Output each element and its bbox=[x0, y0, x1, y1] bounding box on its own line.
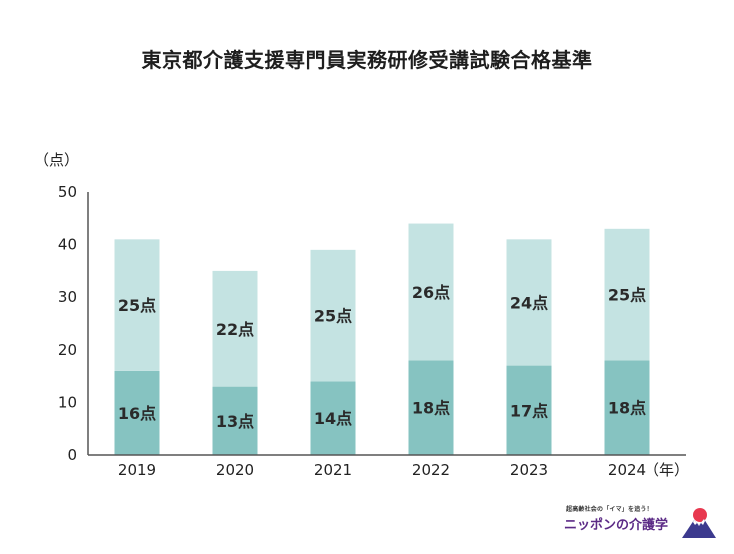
data-label-upper-2021: 25点 bbox=[314, 307, 352, 326]
bar-upper-2019 bbox=[114, 239, 160, 371]
bar-lower-2024 bbox=[604, 360, 650, 455]
bar-upper-2024 bbox=[604, 228, 650, 361]
bar-upper-2020 bbox=[212, 270, 258, 387]
y-tick-label-0: 0 bbox=[67, 446, 77, 464]
bar-upper-2022 bbox=[408, 223, 454, 361]
data-label-lower-2019: 16点 bbox=[118, 404, 156, 423]
x-tick-label-2023: 2023 bbox=[510, 461, 548, 479]
bar-lower-2021 bbox=[310, 381, 356, 455]
x-tick-label-2019: 2019 bbox=[118, 461, 156, 479]
data-label-lower-2021: 14点 bbox=[314, 409, 352, 428]
data-label-upper-2019: 25点 bbox=[118, 296, 156, 315]
chart-title: 東京都介護支援専門員実務研修受講試験合格基準 bbox=[141, 48, 593, 72]
data-label-upper-2022: 26点 bbox=[412, 283, 450, 302]
x-tick-label-2022: 2022 bbox=[412, 461, 450, 479]
bar-upper-2023 bbox=[506, 239, 552, 366]
y-tick-label-20: 20 bbox=[58, 341, 77, 359]
brand-tagline: 超高齢社会の「イマ」を追う！ bbox=[566, 506, 653, 513]
y-axis-unit-label: （点） bbox=[34, 151, 79, 169]
data-label-upper-2020: 22点 bbox=[216, 320, 254, 339]
x-axis-unit-label: （年） bbox=[644, 461, 689, 479]
bar-lower-2019 bbox=[114, 370, 160, 455]
bar-lower-2022 bbox=[408, 360, 454, 455]
sun-icon bbox=[693, 508, 707, 522]
y-tick-label-30: 30 bbox=[58, 288, 77, 306]
y-tick-label-10: 10 bbox=[58, 393, 77, 411]
y-tick-label-50: 50 bbox=[58, 183, 77, 201]
x-tick-label-2024: 2024 bbox=[608, 461, 646, 479]
data-label-upper-2024: 25点 bbox=[608, 286, 646, 305]
bar-lower-2023 bbox=[506, 365, 552, 455]
brand-name: ニッポンの介護学 bbox=[564, 518, 669, 533]
bar-upper-2021 bbox=[310, 249, 356, 382]
bars-group: 16点 25点 13点 22点 14点 25点 18点 26点 17点 24点 18点 25点 bbox=[114, 223, 650, 455]
data-label-lower-2020: 13点 bbox=[216, 412, 254, 431]
x-tick-label-2020: 2020 bbox=[216, 461, 254, 479]
mountain-sun-icon bbox=[682, 508, 716, 538]
bar-lower-2020 bbox=[212, 386, 258, 455]
data-label-lower-2024: 18点 bbox=[608, 399, 646, 418]
mountain-icon bbox=[682, 519, 716, 538]
data-label-lower-2022: 18点 bbox=[412, 399, 450, 418]
y-tick-label-40: 40 bbox=[58, 236, 77, 254]
brand-logo: 超高齢社会の「イマ」を追う！ ニッポンの介護学 bbox=[562, 504, 722, 544]
data-label-lower-2023: 17点 bbox=[510, 401, 548, 420]
data-label-upper-2023: 24点 bbox=[510, 293, 548, 312]
x-tick-label-2021: 2021 bbox=[314, 461, 352, 479]
axes-group: 2019 2020 2021 2022 2023 2024 0 10 20 30 40 50 bbox=[58, 183, 686, 479]
